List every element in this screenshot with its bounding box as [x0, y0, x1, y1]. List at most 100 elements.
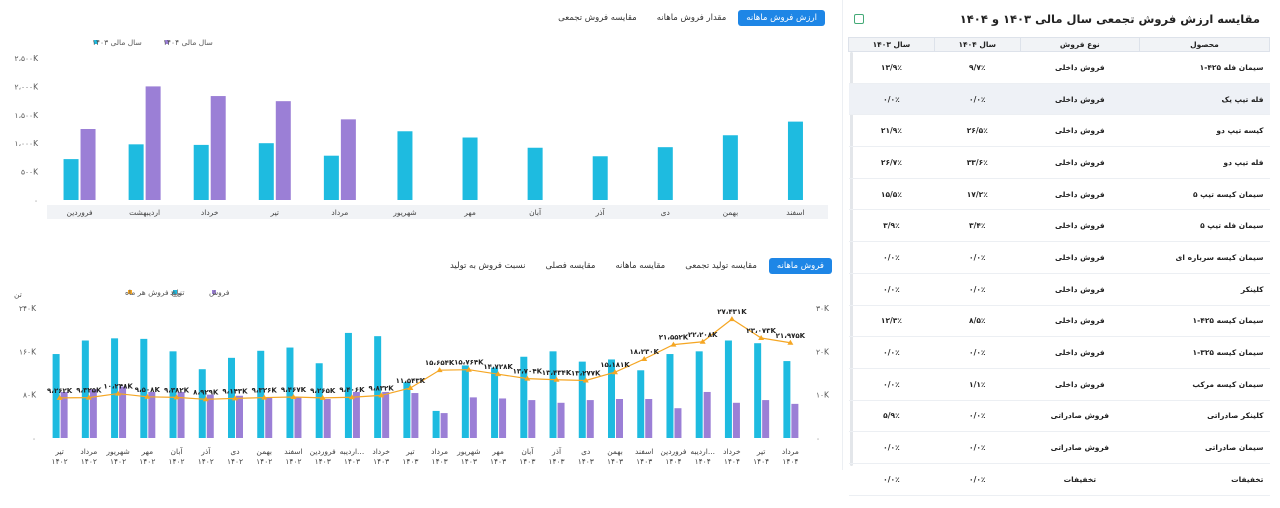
top-tab-2[interactable]: مقایسه فروش تجمعی — [558, 13, 637, 23]
sales-rate-point[interactable] — [670, 341, 677, 347]
bottom-tab-3[interactable]: مقایسه فصلی — [545, 261, 596, 271]
table-header-1[interactable]: نوع فروش — [1019, 37, 1141, 52]
bar-production[interactable] — [491, 367, 499, 438]
bar-production[interactable] — [286, 347, 294, 438]
bottom-tab-2[interactable]: مقایسه ماهانه — [615, 261, 666, 271]
bar-production[interactable] — [52, 354, 60, 438]
bottom-tab-4[interactable]: نسبت فروش به تولید — [449, 261, 526, 271]
table-row[interactable]: سیمان صادراتی فروش صادراتی ۰/۰٪ ۰/۰٪ — [848, 431, 1270, 464]
bar-1403[interactable] — [462, 137, 478, 200]
bar-production[interactable] — [344, 332, 352, 438]
sales-rate-point[interactable] — [348, 394, 355, 400]
sales-rate-point[interactable] — [290, 393, 297, 399]
sales-rate-point[interactable] — [144, 393, 151, 399]
table-header-2[interactable]: سال ۱۴۰۴ — [933, 37, 1021, 52]
bar-sales[interactable] — [119, 386, 127, 438]
top-tab-0[interactable]: ارزش فروش ماهانه — [738, 10, 825, 26]
bar-1403[interactable] — [722, 135, 738, 200]
table-row[interactable]: فله تیپ دو فروش داخلی ۳۳/۶٪ ۲۶/۷٪ — [848, 146, 1270, 179]
bar-production[interactable] — [81, 340, 89, 439]
table-row[interactable]: سیمان کیسه تیپ ۵ فروش داخلی ۱۷/۲٪ ۱۵/۵٪ — [848, 178, 1270, 211]
sales-rate-point[interactable] — [641, 356, 648, 362]
sales-rate-point[interactable] — [553, 376, 560, 382]
bar-production[interactable] — [315, 363, 323, 438]
sales-rate-point[interactable] — [378, 392, 385, 398]
bar-production[interactable] — [608, 359, 615, 438]
sales-rate-point[interactable] — [728, 316, 735, 322]
bar-production[interactable] — [637, 370, 645, 438]
sales-rate-point[interactable] — [495, 371, 502, 377]
bar-sales[interactable] — [732, 402, 740, 438]
bar-sales[interactable] — [60, 391, 68, 438]
bar-1403[interactable] — [397, 131, 413, 200]
bar-sales[interactable] — [323, 399, 331, 438]
bar-sales[interactable] — [586, 400, 594, 438]
bar-production[interactable] — [520, 356, 528, 438]
table-row[interactable]: سیمان کیسه ۴۲۵-۱ فروش داخلی ۸/۵٪ ۱۲/۳٪ — [848, 305, 1270, 338]
bar-1403[interactable] — [527, 147, 543, 200]
sales-rate-point[interactable] — [173, 394, 180, 400]
table-header-3[interactable]: سال ۱۴۰۳ — [848, 37, 935, 52]
bar-1404[interactable] — [145, 86, 161, 200]
table-row[interactable]: سیمان فله تیپ ۵ فروش داخلی ۳/۴٪ ۳/۹٪ — [848, 209, 1270, 243]
bar-production[interactable] — [666, 354, 674, 438]
bar-production[interactable] — [461, 365, 469, 438]
bar-sales[interactable] — [148, 391, 156, 438]
bar-sales[interactable] — [469, 397, 477, 438]
bar-production[interactable] — [724, 340, 732, 439]
bar-sales[interactable] — [177, 391, 185, 438]
sales-rate-point[interactable] — [319, 394, 326, 400]
table-row[interactable]: تخفیفات تخفیفات ۰/۰٪ ۰/۰٪ — [848, 463, 1270, 496]
bottom-tab-1[interactable]: مقایسه تولید تجمعی — [685, 261, 757, 271]
table-row[interactable]: کلینکر صادراتی فروش صادراتی ۰/۰٪ ۵/۹٪ — [848, 400, 1270, 433]
bottom-tab-0[interactable]: فروش ماهانه — [768, 258, 832, 274]
bar-production[interactable] — [783, 361, 791, 438]
sales-rate-point[interactable] — [115, 390, 122, 396]
table-row[interactable]: سیمان کیسه مرکب فروش داخلی ۱/۱٪ ۰/۰٪ — [848, 368, 1270, 401]
bar-1404[interactable] — [210, 96, 226, 200]
bar-sales[interactable] — [382, 391, 390, 438]
bar-production[interactable] — [578, 361, 586, 438]
bar-production[interactable] — [169, 351, 177, 438]
bar-sales[interactable] — [791, 403, 799, 438]
sales-rate-point[interactable] — [56, 394, 63, 400]
export-icon[interactable] — [854, 14, 864, 24]
sales-rate-point[interactable] — [261, 394, 268, 400]
table-row[interactable]: سیمان کیسه ۳۲۵-۱ فروش داخلی ۰/۰٪ ۰/۰٪ — [848, 336, 1270, 369]
sales-rate-point[interactable] — [407, 384, 414, 390]
bar-1403[interactable] — [193, 144, 209, 200]
bar-production[interactable] — [111, 338, 119, 438]
bar-1403[interactable] — [258, 143, 274, 200]
sales-rate-point[interactable] — [85, 394, 92, 400]
bar-1403[interactable] — [128, 144, 144, 200]
bar-1403[interactable] — [63, 159, 79, 200]
sales-rate-point[interactable] — [524, 375, 531, 381]
bar-sales[interactable] — [236, 395, 243, 438]
sales-rate-point[interactable] — [582, 377, 589, 383]
bar-1404[interactable] — [80, 129, 96, 200]
bar-sales[interactable] — [703, 391, 711, 438]
sales-rate-point[interactable] — [758, 335, 765, 341]
table-header-0[interactable]: محصول — [1139, 37, 1270, 52]
bar-sales[interactable] — [206, 394, 214, 438]
bar-1404[interactable] — [275, 101, 291, 200]
sales-rate-point[interactable] — [699, 338, 706, 344]
bar-sales[interactable] — [89, 389, 97, 438]
table-row[interactable]: سیمان کیسه سرباره ای فروش داخلی ۰/۰٪ ۰/۰٪ — [848, 241, 1270, 274]
bar-sales[interactable] — [557, 402, 565, 438]
bar-sales[interactable] — [528, 400, 536, 438]
bar-1403[interactable] — [657, 147, 673, 200]
bar-1403[interactable] — [323, 155, 339, 200]
bar-production[interactable] — [549, 351, 557, 438]
sales-rate-point[interactable] — [436, 367, 443, 373]
bar-production[interactable] — [140, 338, 148, 438]
bar-1403[interactable] — [592, 156, 608, 200]
bar-production[interactable] — [695, 351, 703, 438]
bar-sales[interactable] — [294, 397, 302, 438]
sales-rate-point[interactable] — [202, 396, 209, 402]
table-row[interactable]: کلینکر فروش داخلی ۰/۰٪ ۰/۰٪ — [848, 273, 1270, 306]
bar-production[interactable] — [257, 350, 265, 438]
bar-sales[interactable] — [411, 393, 419, 438]
bar-1404[interactable] — [340, 119, 356, 200]
bar-sales[interactable] — [440, 413, 448, 438]
